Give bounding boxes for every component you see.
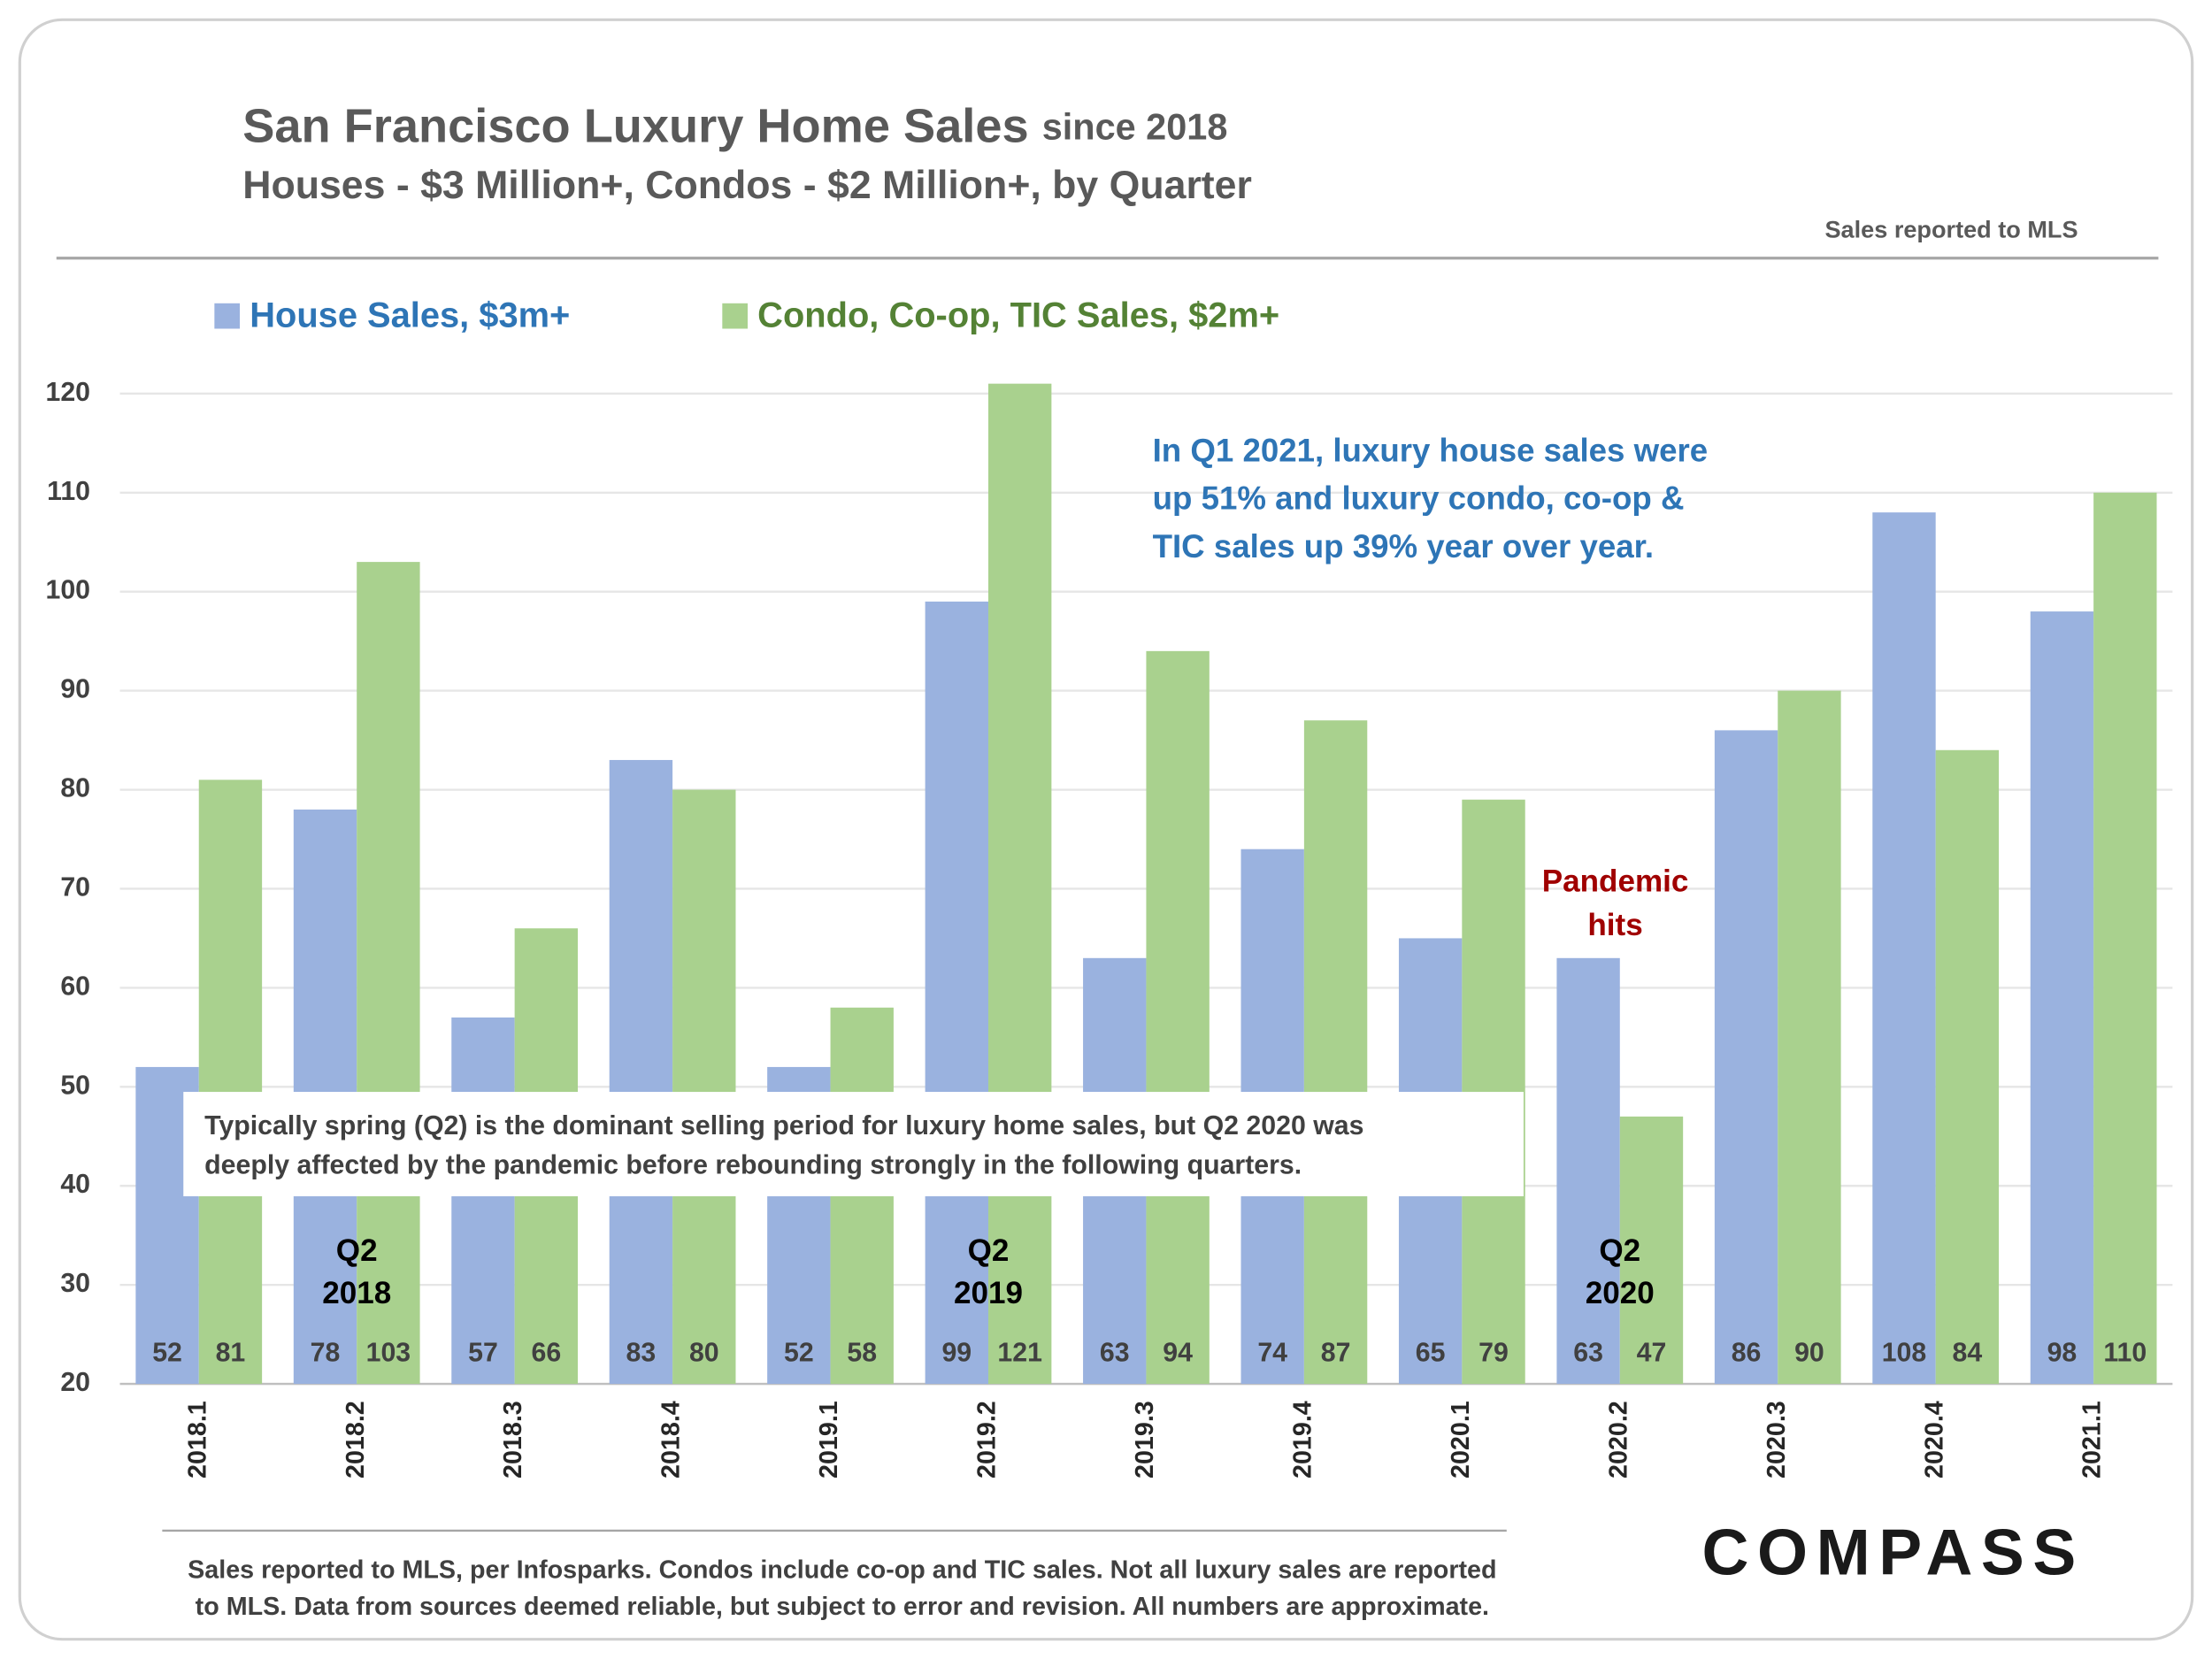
x-tick-label: 2018.3 [499,1401,527,1479]
value-label: 87 [1321,1339,1351,1368]
q2-label: 2018 [322,1276,391,1310]
legend-label: House Sales, $3m+ [250,296,570,334]
x-tick-label: 2019.4 [1288,1401,1317,1479]
y-tick-label: 100 [46,576,91,605]
y-tick-label: 50 [60,1071,90,1100]
value-label: 103 [366,1339,411,1368]
bar [2093,492,2157,1385]
value-label: 58 [847,1339,877,1368]
x-tick-label: 2018.4 [657,1401,686,1479]
value-label: 98 [2047,1339,2078,1368]
bar [198,780,263,1385]
x-tick-label: 2018.2 [342,1401,370,1479]
title-main: San Francisco Luxury Home Sales [242,100,1028,153]
value-label: 66 [531,1339,561,1368]
bar [1778,690,1841,1385]
value-label: 63 [1573,1339,1603,1368]
y-tick-label: 20 [60,1368,90,1397]
bar [451,1017,515,1385]
annotation-box [183,1092,1524,1197]
x-tick-label: 2020.3 [1763,1401,1791,1479]
footnote: to MLS. Data from sources deemed reliabl… [196,1593,1489,1621]
subtitle: Houses - $3 Million+, Condos - $2 Millio… [242,164,1252,207]
value-label: 52 [152,1339,182,1368]
y-tick-label: 30 [60,1269,90,1298]
value-label: 74 [1257,1339,1287,1368]
value-label: 79 [1479,1339,1509,1368]
value-label: 52 [784,1339,814,1368]
x-tick-label: 2020.1 [1447,1401,1475,1479]
source-note: Sales reported to MLS [1824,216,2078,243]
legend-swatch [214,303,241,329]
chart-title: San Francisco Luxury Home Sales since 20… [242,100,1227,153]
q2-label: Q2 [1599,1233,1640,1268]
y-tick-label: 40 [60,1170,90,1199]
value-label: 63 [1100,1339,1130,1368]
value-label: 84 [1953,1339,1983,1368]
value-label: 94 [1163,1339,1193,1368]
value-label: 57 [468,1339,498,1368]
x-tick-label: 2018.1 [183,1401,211,1479]
x-tick-label: 2020.2 [1604,1401,1632,1479]
bar [1935,749,2000,1385]
x-tick-label: 2019.1 [815,1401,843,1479]
value-label: 121 [997,1339,1042,1368]
q2-label: 2019 [954,1276,1023,1310]
bar [357,562,420,1385]
y-tick-label: 80 [60,774,90,803]
value-label: 78 [311,1339,341,1368]
x-tick-label: 2019.2 [973,1401,1002,1479]
q2-label: 2020 [1586,1276,1655,1310]
pandemic-label: hits [1587,908,1642,942]
y-tick-label: 120 [46,378,91,407]
value-label: 81 [216,1339,246,1368]
bar [1872,512,1936,1385]
value-label: 83 [626,1339,657,1368]
x-tick-label: 2020.4 [1920,1401,1948,1479]
value-label: 86 [1732,1339,1762,1368]
value-label: 108 [1882,1339,1927,1368]
value-label: 99 [941,1339,972,1368]
bar [2030,611,2094,1385]
value-label: 47 [1637,1339,1667,1368]
y-tick-label: 110 [47,477,90,506]
y-tick-label: 90 [60,675,90,704]
value-label: 90 [1794,1339,1824,1368]
x-tick-label: 2019.3 [1131,1401,1159,1479]
note-text: TIC sales up 39% year over year. [1153,528,1654,565]
value-label: 110 [2103,1339,2147,1368]
bar [1714,730,1778,1385]
legend-swatch [722,303,749,329]
note-text: In Q1 2021, luxury house sales were [1153,432,1709,468]
bar [1462,799,1525,1385]
logo: COMPASS [1702,1517,2085,1589]
q2-label: Q2 [968,1233,1010,1268]
q2-label: Q2 [336,1233,378,1268]
bar [987,383,1052,1385]
footnote: Sales reported to MLS, per Infosparks. C… [188,1556,1496,1585]
bar [925,601,988,1385]
bar [1303,720,1368,1385]
bar [1556,957,1620,1385]
title-suffix: since 2018 [1042,106,1228,148]
y-tick-label: 70 [60,872,90,902]
bar [1146,650,1210,1385]
note-text: up 51% and luxury condo, co-op & [1153,480,1685,517]
annotation-text: Typically spring (Q2) is the dominant se… [204,1111,1363,1141]
bar [672,789,736,1385]
y-tick-label: 60 [60,972,90,1001]
x-tick-label: 2021.1 [2078,1401,2107,1479]
value-label: 65 [1416,1339,1446,1368]
legend-label: Condo, Co-op, TIC Sales, $2m+ [757,296,1279,334]
bar [609,759,673,1385]
annotation-text: deeply affected by the pandemic before r… [204,1151,1302,1180]
value-label: 80 [689,1339,719,1368]
pandemic-label: Pandemic [1542,864,1689,898]
bar [1619,1116,1684,1385]
